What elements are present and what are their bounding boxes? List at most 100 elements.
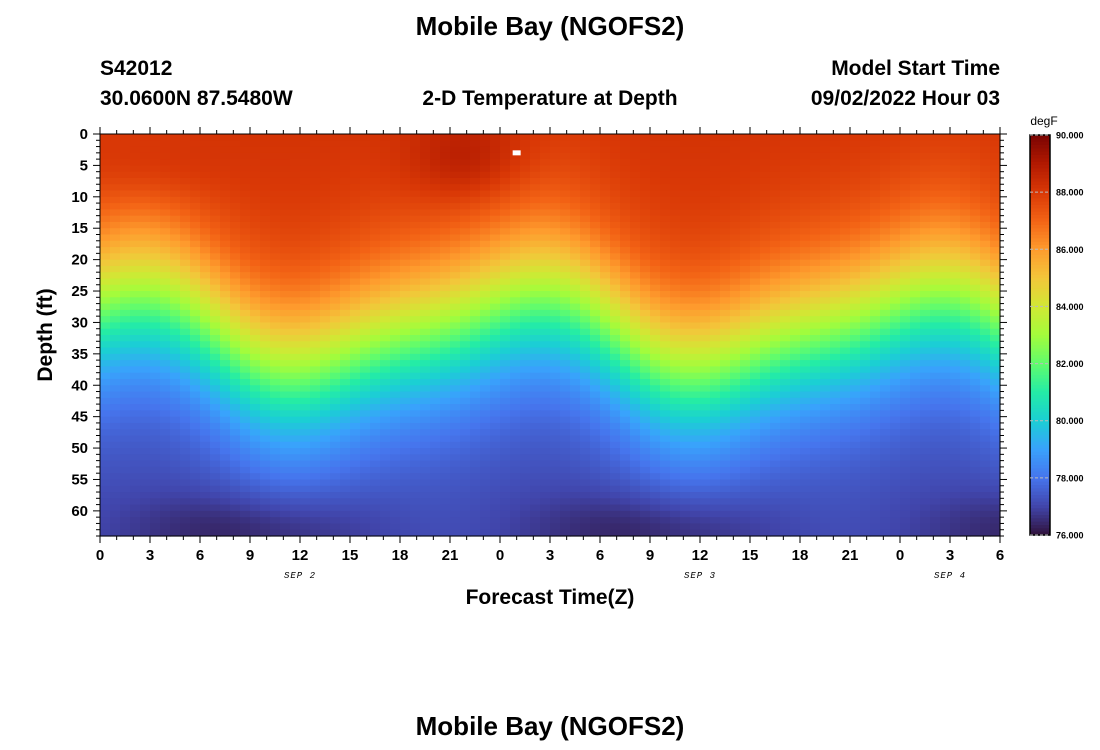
heatmap-cell bbox=[240, 479, 251, 487]
heatmap-cell bbox=[160, 209, 171, 217]
heatmap-cell bbox=[290, 190, 301, 198]
heatmap-cell bbox=[630, 259, 641, 267]
heatmap-cell bbox=[210, 265, 221, 273]
heatmap-cell bbox=[910, 209, 921, 217]
heatmap-cell bbox=[630, 372, 641, 380]
heatmap-cell bbox=[320, 152, 331, 160]
heatmap-cell bbox=[740, 316, 751, 324]
heatmap-cell bbox=[980, 165, 991, 173]
heatmap-cell bbox=[710, 410, 721, 418]
heatmap-cell bbox=[640, 466, 651, 474]
heatmap-cell bbox=[150, 397, 161, 405]
heatmap-cell bbox=[430, 240, 441, 248]
heatmap-cell bbox=[360, 134, 371, 141]
heatmap-cell bbox=[300, 134, 311, 141]
heatmap-cell bbox=[300, 448, 311, 455]
heatmap-cell bbox=[610, 284, 621, 292]
heatmap-cell bbox=[710, 196, 721, 204]
heatmap-cell bbox=[630, 253, 641, 261]
heatmap-cell bbox=[960, 378, 971, 386]
heatmap-cell bbox=[320, 353, 331, 361]
heatmap-cell bbox=[210, 297, 221, 305]
heatmap-cell bbox=[940, 360, 951, 368]
heatmap-cell bbox=[740, 203, 751, 210]
heatmap-cell bbox=[400, 146, 411, 154]
heatmap-cell bbox=[610, 253, 621, 261]
heatmap-cell bbox=[910, 221, 921, 229]
heatmap-cell bbox=[410, 184, 421, 192]
heatmap-cell bbox=[910, 159, 921, 167]
heatmap-cell bbox=[130, 479, 141, 487]
heatmap-cell bbox=[490, 165, 501, 173]
heatmap-cell bbox=[360, 385, 371, 393]
heatmap-cell bbox=[150, 416, 161, 424]
heatmap-cell bbox=[590, 391, 601, 399]
heatmap-cell bbox=[410, 177, 421, 185]
heatmap-cell bbox=[520, 134, 531, 141]
heatmap-cell bbox=[360, 146, 371, 154]
heatmap-cell bbox=[200, 196, 211, 204]
heatmap-cell bbox=[210, 146, 221, 154]
heatmap-cell bbox=[940, 152, 951, 160]
heatmap-cell bbox=[880, 165, 891, 173]
heatmap-cell bbox=[390, 152, 401, 160]
heatmap-cell bbox=[850, 253, 861, 261]
heatmap-cell bbox=[870, 134, 881, 141]
heatmap-cell bbox=[920, 404, 931, 411]
heatmap-cell bbox=[640, 152, 651, 160]
heatmap-cell bbox=[840, 228, 851, 236]
heatmap-cell bbox=[950, 196, 961, 204]
heatmap-cell bbox=[630, 221, 641, 229]
heatmap-cell bbox=[370, 303, 381, 311]
heatmap-cell bbox=[840, 284, 851, 292]
heatmap-cell bbox=[820, 372, 831, 380]
heatmap-cell bbox=[530, 341, 541, 349]
heatmap-cell bbox=[550, 303, 561, 311]
heatmap-cell bbox=[490, 228, 501, 236]
station-id: S42012 bbox=[100, 57, 172, 80]
heatmap-cell bbox=[720, 309, 731, 317]
heatmap-cell bbox=[400, 297, 411, 305]
model-start-label: Model Start Time bbox=[831, 57, 1000, 80]
heatmap-cell bbox=[530, 397, 541, 405]
heatmap-cell bbox=[180, 391, 191, 399]
heatmap-cell bbox=[140, 454, 151, 462]
heatmap-cell bbox=[310, 291, 321, 298]
heatmap-cell bbox=[240, 422, 251, 430]
heatmap-cell bbox=[310, 328, 321, 336]
heatmap-cell bbox=[700, 372, 711, 380]
heatmap-cell bbox=[230, 316, 241, 324]
heatmap-cell bbox=[770, 404, 781, 411]
heatmap-cell bbox=[650, 247, 661, 254]
heatmap-cell bbox=[510, 291, 521, 298]
heatmap-cell bbox=[590, 177, 601, 185]
heatmap-cell bbox=[640, 190, 651, 198]
heatmap-cell bbox=[230, 177, 241, 185]
heatmap-cell bbox=[660, 303, 671, 311]
heatmap-cell bbox=[640, 378, 651, 386]
heatmap-cell bbox=[280, 203, 291, 210]
heatmap-cell bbox=[860, 146, 871, 154]
heatmap-cell bbox=[970, 385, 981, 393]
heatmap-cell bbox=[850, 385, 861, 393]
heatmap-cell bbox=[990, 234, 1001, 242]
heatmap-cell bbox=[170, 466, 181, 474]
heatmap-cell bbox=[880, 366, 891, 374]
heatmap-cell bbox=[540, 328, 551, 336]
heatmap-cell bbox=[100, 272, 111, 280]
heatmap-cell bbox=[450, 297, 461, 305]
heatmap-cell bbox=[670, 234, 681, 242]
heatmap-cell bbox=[840, 385, 851, 393]
heatmap-cell bbox=[110, 265, 121, 273]
heatmap-cell bbox=[720, 448, 731, 455]
heatmap-cell bbox=[760, 259, 771, 267]
heatmap-cell bbox=[740, 454, 751, 462]
heatmap-cell bbox=[400, 228, 411, 236]
heatmap-cell bbox=[250, 152, 261, 160]
heatmap-cell bbox=[120, 353, 131, 361]
heatmap-cell bbox=[250, 134, 261, 141]
heatmap-cell bbox=[730, 234, 741, 242]
heatmap-cell bbox=[480, 184, 491, 192]
heatmap-cell bbox=[190, 190, 201, 198]
heatmap-cell bbox=[200, 353, 211, 361]
